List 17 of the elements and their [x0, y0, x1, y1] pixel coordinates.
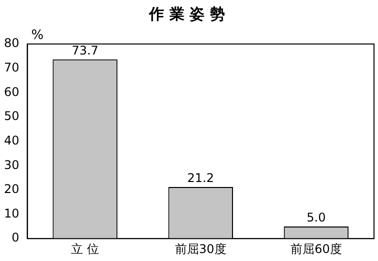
y-axis-title: %	[31, 28, 44, 43]
y-tick-label: 30	[4, 158, 20, 172]
data-label: 21.2	[187, 171, 214, 186]
x-tick-label: 前屈30度	[174, 242, 226, 256]
y-tick-label: 20	[4, 182, 20, 196]
y-tick-label: 70	[4, 60, 20, 74]
x-tick-label: 前屈60度	[290, 242, 342, 256]
y-tick-label: 50	[4, 109, 20, 124]
y-tick-label: 80	[4, 36, 20, 50]
y-tick-label: 10	[4, 206, 20, 220]
x-tick-label: 立 位	[71, 242, 99, 256]
y-tick-label: 0	[12, 230, 20, 245]
y-tick-label: 40	[4, 133, 20, 148]
chart-title: 作 業 姿 勢	[148, 4, 225, 23]
data-label: 73.7	[72, 43, 98, 58]
data-label: 5.0	[306, 210, 326, 225]
y-tick-label: 60	[4, 84, 20, 99]
